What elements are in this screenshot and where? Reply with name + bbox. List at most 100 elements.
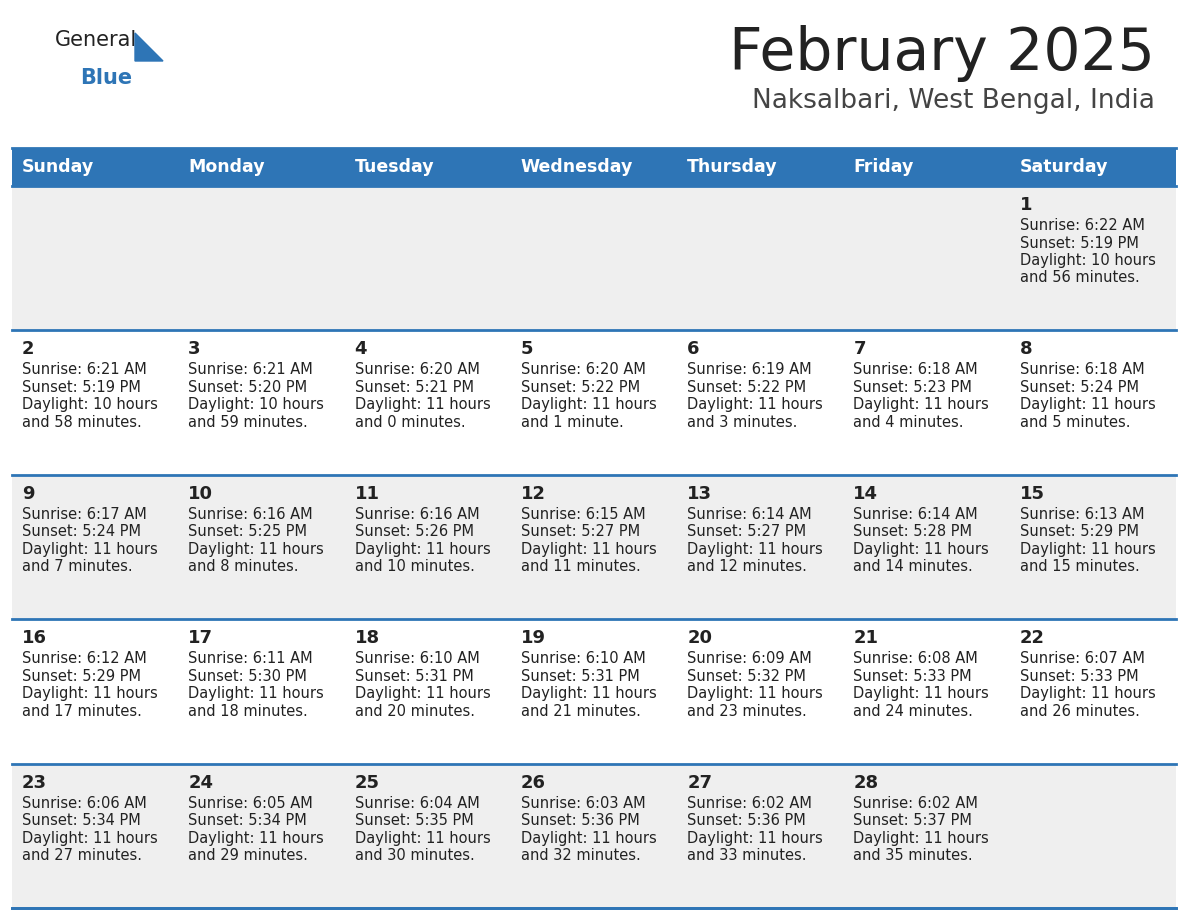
Text: Daylight: 11 hours: Daylight: 11 hours [853, 686, 990, 701]
Text: and 27 minutes.: and 27 minutes. [23, 848, 143, 863]
Text: Sunrise: 6:03 AM: Sunrise: 6:03 AM [520, 796, 645, 811]
Text: 19: 19 [520, 629, 545, 647]
Text: 6: 6 [687, 341, 700, 358]
Text: Sunrise: 6:06 AM: Sunrise: 6:06 AM [23, 796, 147, 811]
Text: 17: 17 [188, 629, 214, 647]
Text: 10: 10 [188, 485, 214, 503]
Text: and 12 minutes.: and 12 minutes. [687, 559, 807, 575]
Text: and 30 minutes.: and 30 minutes. [354, 848, 474, 863]
Text: and 35 minutes.: and 35 minutes. [853, 848, 973, 863]
Text: Tuesday: Tuesday [354, 158, 434, 176]
Text: and 0 minutes.: and 0 minutes. [354, 415, 466, 430]
Text: Sunrise: 6:19 AM: Sunrise: 6:19 AM [687, 363, 811, 377]
Text: Daylight: 11 hours: Daylight: 11 hours [1019, 686, 1156, 701]
Text: and 3 minutes.: and 3 minutes. [687, 415, 797, 430]
Text: and 4 minutes.: and 4 minutes. [853, 415, 963, 430]
Text: and 10 minutes.: and 10 minutes. [354, 559, 474, 575]
Text: Sunrise: 6:02 AM: Sunrise: 6:02 AM [853, 796, 978, 811]
Text: Sunset: 5:20 PM: Sunset: 5:20 PM [188, 380, 308, 395]
Text: Daylight: 11 hours: Daylight: 11 hours [520, 686, 657, 701]
Text: Sunset: 5:22 PM: Sunset: 5:22 PM [520, 380, 640, 395]
Text: Daylight: 11 hours: Daylight: 11 hours [354, 686, 491, 701]
Text: Sunset: 5:35 PM: Sunset: 5:35 PM [354, 813, 473, 828]
Text: Daylight: 11 hours: Daylight: 11 hours [1019, 542, 1156, 557]
Text: Sunrise: 6:05 AM: Sunrise: 6:05 AM [188, 796, 312, 811]
Text: Sunrise: 6:12 AM: Sunrise: 6:12 AM [23, 651, 147, 666]
Text: Sunset: 5:36 PM: Sunset: 5:36 PM [687, 813, 805, 828]
Text: Sunset: 5:29 PM: Sunset: 5:29 PM [1019, 524, 1139, 539]
Bar [12, 475, 1176, 620]
Text: Sunset: 5:33 PM: Sunset: 5:33 PM [1019, 668, 1138, 684]
Text: 4: 4 [354, 341, 367, 358]
Text: 5: 5 [520, 341, 533, 358]
Text: Daylight: 10 hours: Daylight: 10 hours [188, 397, 324, 412]
Text: Sunrise: 6:18 AM: Sunrise: 6:18 AM [853, 363, 978, 377]
Text: Blue: Blue [80, 68, 132, 88]
Text: Daylight: 10 hours: Daylight: 10 hours [23, 397, 158, 412]
Text: 26: 26 [520, 774, 545, 791]
Text: Sunrise: 6:22 AM: Sunrise: 6:22 AM [1019, 218, 1144, 233]
Text: Daylight: 11 hours: Daylight: 11 hours [520, 542, 657, 557]
Text: Sunset: 5:21 PM: Sunset: 5:21 PM [354, 380, 474, 395]
Text: Sunset: 5:37 PM: Sunset: 5:37 PM [853, 813, 972, 828]
Text: Sunrise: 6:02 AM: Sunrise: 6:02 AM [687, 796, 813, 811]
Text: Sunrise: 6:13 AM: Sunrise: 6:13 AM [1019, 507, 1144, 521]
Text: Naksalbari, West Bengal, India: Naksalbari, West Bengal, India [752, 88, 1155, 114]
Text: Daylight: 11 hours: Daylight: 11 hours [354, 397, 491, 412]
Text: and 21 minutes.: and 21 minutes. [520, 704, 640, 719]
Text: Sunrise: 6:17 AM: Sunrise: 6:17 AM [23, 507, 147, 521]
Text: Daylight: 11 hours: Daylight: 11 hours [354, 831, 491, 845]
Text: and 32 minutes.: and 32 minutes. [520, 848, 640, 863]
Text: Sunset: 5:27 PM: Sunset: 5:27 PM [520, 524, 640, 539]
Text: 15: 15 [1019, 485, 1044, 503]
Text: Sunrise: 6:15 AM: Sunrise: 6:15 AM [520, 507, 645, 521]
Text: Daylight: 11 hours: Daylight: 11 hours [188, 542, 324, 557]
Text: Sunset: 5:34 PM: Sunset: 5:34 PM [188, 813, 307, 828]
Bar [12, 330, 1176, 475]
Text: and 29 minutes.: and 29 minutes. [188, 848, 308, 863]
Text: Sunset: 5:25 PM: Sunset: 5:25 PM [188, 524, 308, 539]
Text: and 59 minutes.: and 59 minutes. [188, 415, 308, 430]
Text: Sunset: 5:24 PM: Sunset: 5:24 PM [23, 524, 141, 539]
Text: and 56 minutes.: and 56 minutes. [1019, 271, 1139, 285]
Text: and 11 minutes.: and 11 minutes. [520, 559, 640, 575]
Text: 18: 18 [354, 629, 380, 647]
Text: and 23 minutes.: and 23 minutes. [687, 704, 807, 719]
Text: and 8 minutes.: and 8 minutes. [188, 559, 299, 575]
Text: and 1 minute.: and 1 minute. [520, 415, 624, 430]
Text: Sunrise: 6:21 AM: Sunrise: 6:21 AM [23, 363, 147, 377]
Text: Sunrise: 6:21 AM: Sunrise: 6:21 AM [188, 363, 312, 377]
Text: and 20 minutes.: and 20 minutes. [354, 704, 474, 719]
Text: Daylight: 11 hours: Daylight: 11 hours [23, 831, 158, 845]
Text: Sunset: 5:27 PM: Sunset: 5:27 PM [687, 524, 807, 539]
Text: Sunset: 5:32 PM: Sunset: 5:32 PM [687, 668, 805, 684]
Text: 12: 12 [520, 485, 545, 503]
Text: Sunrise: 6:14 AM: Sunrise: 6:14 AM [687, 507, 811, 521]
Text: Daylight: 11 hours: Daylight: 11 hours [520, 397, 657, 412]
Text: Daylight: 11 hours: Daylight: 11 hours [687, 831, 823, 845]
Text: Daylight: 11 hours: Daylight: 11 hours [23, 686, 158, 701]
Text: Sunset: 5:22 PM: Sunset: 5:22 PM [687, 380, 807, 395]
Text: Sunrise: 6:11 AM: Sunrise: 6:11 AM [188, 651, 312, 666]
Text: Daylight: 11 hours: Daylight: 11 hours [354, 542, 491, 557]
Polygon shape [135, 33, 163, 61]
Text: Daylight: 11 hours: Daylight: 11 hours [188, 686, 324, 701]
Text: Sunset: 5:34 PM: Sunset: 5:34 PM [23, 813, 140, 828]
Text: Sunday: Sunday [23, 158, 94, 176]
Text: 22: 22 [1019, 629, 1044, 647]
Text: Sunrise: 6:10 AM: Sunrise: 6:10 AM [520, 651, 645, 666]
Text: Sunset: 5:36 PM: Sunset: 5:36 PM [520, 813, 639, 828]
Text: and 7 minutes.: and 7 minutes. [23, 559, 133, 575]
Text: Monday: Monday [188, 158, 265, 176]
Text: Sunrise: 6:16 AM: Sunrise: 6:16 AM [354, 507, 479, 521]
Text: Sunrise: 6:14 AM: Sunrise: 6:14 AM [853, 507, 978, 521]
Text: General: General [55, 30, 138, 50]
Text: and 58 minutes.: and 58 minutes. [23, 415, 141, 430]
Text: and 15 minutes.: and 15 minutes. [1019, 559, 1139, 575]
Text: Daylight: 11 hours: Daylight: 11 hours [687, 397, 823, 412]
Text: Sunrise: 6:16 AM: Sunrise: 6:16 AM [188, 507, 312, 521]
Text: 9: 9 [23, 485, 34, 503]
Text: Daylight: 11 hours: Daylight: 11 hours [687, 686, 823, 701]
Text: Daylight: 11 hours: Daylight: 11 hours [188, 831, 324, 845]
Text: 7: 7 [853, 341, 866, 358]
